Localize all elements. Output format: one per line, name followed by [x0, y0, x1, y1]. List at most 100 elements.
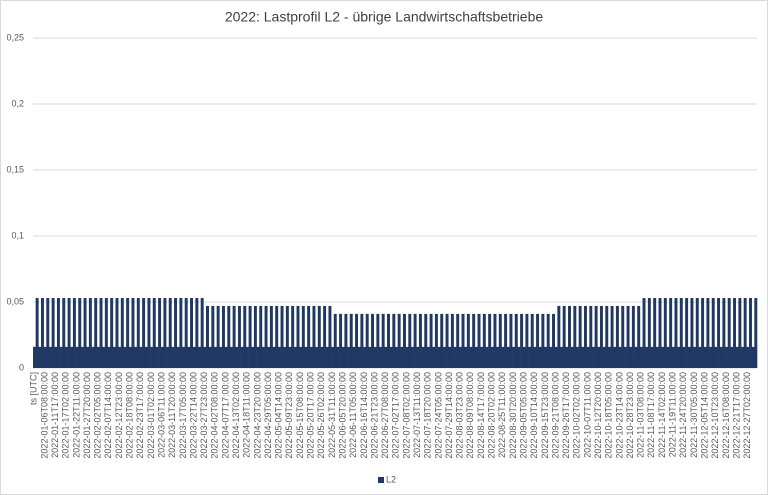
bar [733, 298, 737, 368]
bar [56, 298, 60, 368]
bar [198, 346, 201, 368]
bar [576, 346, 579, 368]
bar [581, 346, 585, 368]
bar [360, 313, 364, 368]
bar [738, 298, 742, 368]
x-tick-label: 2022-09-15T23:00:00 [540, 372, 550, 459]
x-tick-label: 2022-01-22T11:00:00 [71, 372, 81, 458]
x-tick-label: ts [UTC] [29, 372, 39, 405]
bar [392, 313, 396, 368]
x-tick-label: 2022-06-16T14:00:00 [359, 372, 369, 459]
bar [658, 298, 662, 368]
bar [631, 305, 635, 368]
bar [312, 305, 316, 368]
bar [144, 346, 148, 368]
bar [677, 346, 681, 368]
bar [416, 346, 420, 368]
bar [214, 346, 217, 368]
bar [33, 346, 36, 368]
bar [35, 298, 39, 368]
bar [682, 346, 686, 368]
legend-label: L2 [386, 474, 396, 484]
bar [190, 298, 194, 368]
x-tick-label: 2022-10-23T14:00:00 [614, 372, 624, 459]
bar [355, 313, 359, 368]
bar [402, 313, 406, 368]
bar [405, 346, 409, 368]
bar [160, 346, 164, 368]
bar [245, 346, 249, 368]
bar [280, 305, 284, 368]
bar [586, 346, 590, 368]
x-tick-label: 2022-07-29T14:00:00 [444, 372, 454, 459]
bar [232, 305, 236, 368]
bar [389, 346, 393, 368]
bar [629, 346, 633, 368]
bar [62, 298, 66, 368]
bar [54, 346, 58, 368]
bar [261, 346, 265, 368]
x-tick-label: 2022-05-20T17:00:00 [306, 372, 316, 459]
x-tick-label: 2022-03-27T23:00:00 [199, 372, 209, 459]
bar [264, 305, 268, 368]
x-tick-label: 2022-11-03T08:00:00 [636, 372, 646, 458]
bar [512, 346, 516, 368]
x-tick-label: 2022-10-28T23:00:00 [625, 372, 635, 459]
bar [570, 346, 574, 368]
bar [741, 346, 744, 368]
x-tick-label: 2022-07-24T05:00:00 [433, 372, 443, 459]
y-tick-label: 0,15 [6, 164, 24, 174]
x-tick-label: 2022-03-22T14:00:00 [188, 372, 198, 459]
bar [104, 298, 108, 368]
x-tick-label: 2022-10-18T05:00:00 [604, 372, 614, 459]
bar [504, 313, 508, 368]
bar [206, 305, 209, 368]
bar [365, 313, 369, 368]
bar [440, 313, 444, 368]
bar [200, 298, 204, 368]
bar [634, 346, 638, 368]
bar [357, 346, 361, 368]
bar [671, 346, 675, 368]
bar [123, 346, 127, 368]
x-tick-label: 2022-12-16T08:00:00 [721, 372, 731, 459]
bar [195, 298, 199, 368]
x-tick-label: 2022-02-12T23:00:00 [114, 372, 124, 459]
bar [490, 346, 494, 368]
bar [421, 346, 425, 368]
bar [211, 305, 215, 368]
x-tick-label: 2022-02-23T17:00:00 [135, 372, 145, 459]
bar [599, 305, 603, 368]
bar [615, 305, 619, 368]
x-tick-label: 2022-01-11T17:00:00 [50, 372, 60, 458]
bar [187, 346, 191, 368]
bar [536, 313, 540, 368]
x-tick-label: 2022-12-10T23:00:00 [710, 372, 720, 459]
x-tick-label: 2022-03-17T05:00:00 [178, 372, 188, 459]
bar [259, 305, 263, 368]
x-tick-label: 2022-11-08T17:00:00 [646, 372, 656, 458]
x-tick-label: 2022-06-05T20:00:00 [337, 372, 347, 459]
bar [275, 305, 279, 368]
x-tick-label: 2022-12-05T14:00:00 [699, 372, 709, 459]
bar [466, 313, 470, 368]
bar [397, 313, 401, 368]
bar [456, 313, 460, 368]
bar [639, 346, 643, 368]
bar [501, 346, 505, 368]
bar [469, 346, 473, 368]
x-tick-label: 2022-01-17T02:00:00 [61, 372, 71, 459]
bar [685, 298, 689, 368]
bar [142, 298, 146, 368]
bar [610, 305, 614, 368]
bar [48, 346, 52, 368]
x-tick-label: 2022-08-09T08:00:00 [465, 372, 475, 459]
bar [706, 298, 710, 368]
bar [573, 305, 577, 368]
bar [128, 346, 132, 368]
bar [179, 298, 183, 368]
bar [168, 298, 172, 368]
bar [749, 298, 752, 368]
x-tick-label: 2022-05-26T02:00:00 [316, 372, 326, 459]
